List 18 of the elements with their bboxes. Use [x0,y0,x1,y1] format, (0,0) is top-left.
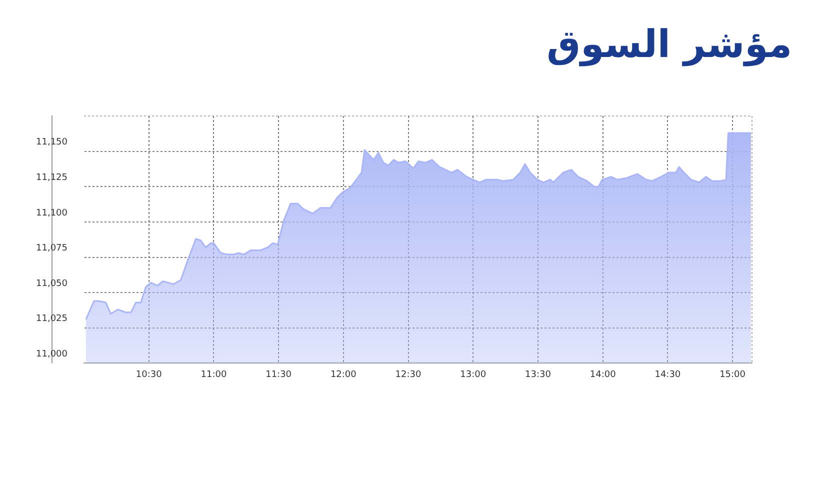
x-tick-label: 13:00 [460,370,486,380]
y-tick-label: 11,125 [36,172,68,183]
x-tick-label: 14:30 [654,370,681,380]
x-tick-label: 12:00 [330,370,357,380]
x-tick-label: 10:30 [136,370,162,380]
y-tick-label: 11,000 [36,350,68,360]
y-tick-label: 11,050 [36,278,68,289]
x-tick-label: 15:00 [720,370,746,380]
x-tick-label: 13:30 [525,370,552,380]
y-tick-label: 11,025 [36,314,68,324]
x-tick-label: 12:30 [395,370,422,380]
x-tick-label: 14:00 [590,370,616,380]
y-tick-label: 11,075 [36,244,68,254]
x-tick-label: 11:30 [266,370,292,380]
y-tick-label: 11,100 [36,208,68,218]
chart-title: مؤشر السوق [546,22,792,66]
x-tick-label: 11:00 [200,370,227,380]
y-tick-label: 11,150 [36,138,68,148]
